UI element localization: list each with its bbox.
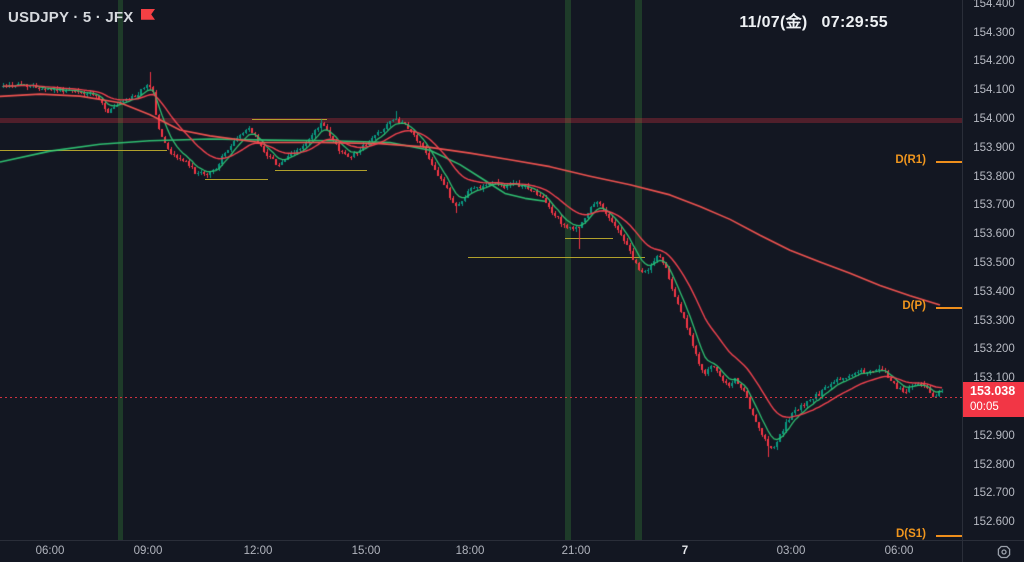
pivot-label: D(R1) (895, 154, 926, 167)
price-axis-label: 154.400 (973, 0, 1015, 10)
price-axis-label: 153.700 (973, 199, 1015, 212)
time-axis-label: 21:00 (561, 545, 591, 557)
price-axis-label: 152.700 (973, 487, 1015, 500)
time-axis-label: 7 (681, 545, 689, 557)
pivot-label: D(S1) (895, 527, 926, 540)
clock-label: 07:29:55 (821, 14, 888, 31)
price-axis-label: 153.300 (973, 314, 1015, 327)
gear-icon[interactable] (996, 544, 1012, 562)
bar-countdown: 00:05 (970, 400, 999, 413)
time-axis-label: 09:00 (133, 545, 163, 557)
price-axis-label: 152.900 (973, 429, 1015, 442)
price-axis-label: 152.800 (973, 458, 1015, 471)
time-axis-label: 06:00 (35, 545, 65, 557)
time-axis-label: 18:00 (455, 545, 485, 557)
time-axis-label: 15:00 (351, 545, 381, 557)
price-axis-label: 153.200 (973, 343, 1015, 356)
symbol-title[interactable]: USDJPY · 5 · JFX (8, 8, 134, 26)
axis-settings-corner (962, 540, 1024, 562)
time-axis-label: 12:00 (243, 545, 273, 557)
pivot-line-dr1 (936, 161, 962, 164)
price-axis-label: 153.100 (973, 372, 1015, 385)
pivot-line-ds1 (936, 534, 962, 537)
alert-flag-icon[interactable] (141, 8, 156, 27)
time-axis-label: 03:00 (776, 545, 806, 557)
price-axis-label: 152.600 (973, 516, 1015, 529)
pivot-line-dp (936, 307, 962, 310)
last-price-value: 153.038 (970, 384, 1016, 399)
price-axis-label: 153.900 (973, 141, 1015, 154)
datetime-display: 11/07(金) 07:29:55 (739, 8, 888, 32)
time-axis-label: 06:00 (884, 545, 914, 557)
date-label: 11/07(金) (739, 14, 808, 31)
price-axis-label: 153.500 (973, 257, 1015, 269)
price-axis-label: 153.600 (973, 228, 1015, 241)
price-axis-label: 154.300 (973, 26, 1015, 39)
price-axis-label: 153.800 (973, 170, 1015, 183)
current-price-line (0, 397, 962, 398)
price-axis-label: 154.200 (973, 55, 1015, 68)
price-axis[interactable]: 153.038 00:05 154.400 154.300 154.200 154.1… (962, 0, 1024, 540)
price-axis-label: 153.400 (973, 285, 1015, 298)
last-price-label: 153.038 00:05 (963, 382, 1024, 418)
chart-pane[interactable]: USDJPY · 5 · JFX 11/07(金) 07:29:55 D(R1) D… (0, 0, 962, 540)
price-axis-label: 154.000 (973, 113, 1015, 125)
candles-canvas[interactable] (0, 0, 962, 540)
price-axis-label: 154.100 (973, 84, 1015, 97)
time-axis[interactable]: 06:00 09:00 12:00 15:00 18:00 21:00 7 03:00 06:0… (0, 540, 1024, 562)
pivot-label: D(P) (902, 300, 926, 313)
